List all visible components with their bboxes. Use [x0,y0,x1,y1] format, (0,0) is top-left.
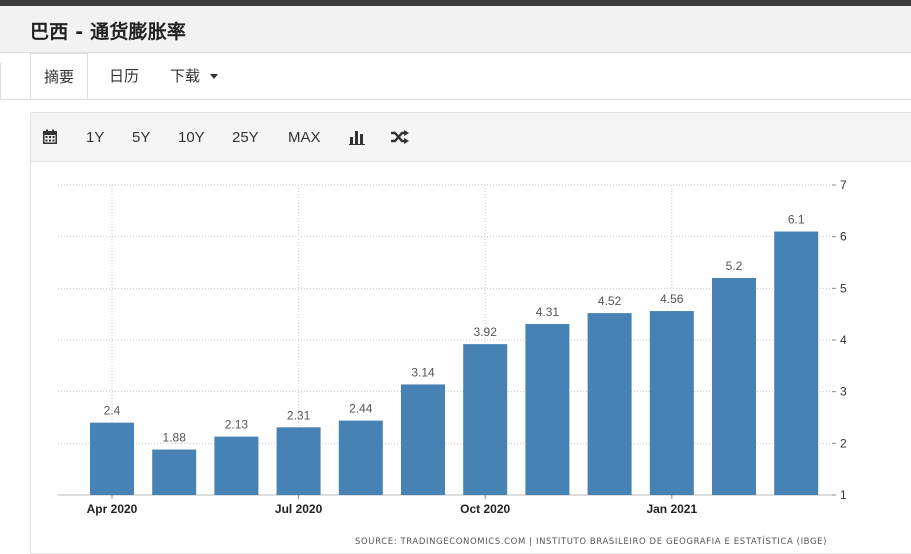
tab-bar-divider [0,63,1,99]
range-5y-button[interactable]: 5Y [132,129,151,146]
shuffle-icon[interactable] [391,130,409,149]
x-tick-label: Oct 2020 [460,502,510,516]
bar [712,278,756,495]
range-10y-button[interactable]: 10Y [178,129,205,146]
bar [463,344,508,495]
data-label: 1.88 [163,431,187,445]
top-dark-bar [0,0,911,6]
bar [276,427,321,495]
y-tick-label: 4 [840,333,847,347]
data-label: 2.44 [349,402,373,416]
x-tick-label: Jul 2020 [275,502,323,516]
y-tick-label: 3 [840,385,847,399]
bar [587,313,632,495]
bar [214,436,259,495]
range-1y-button[interactable]: 1Y [86,129,105,146]
bar [774,231,819,495]
x-tick-label: Apr 2020 [87,502,138,516]
data-label: 5.2 [726,259,743,273]
y-tick-label: 6 [840,230,847,244]
data-label: 3.14 [411,365,435,379]
data-label: 4.31 [536,305,560,319]
y-tick-label: 1 [840,488,847,502]
bar [90,422,134,495]
tab-summary-label: 摘要 [44,68,75,86]
tab-summary[interactable]: 摘要 [30,53,89,99]
bar-chart-icon[interactable] [349,130,365,150]
page-title: 巴西 - 通货膨胀率 [30,21,187,43]
tab-calendar-label: 日历 [109,67,140,85]
tab-download-label: 下载 [170,67,201,85]
tab-bar: 摘要 日历 下载 [0,53,911,100]
bar [649,311,694,495]
bar [401,384,445,495]
x-tick-label: Jan 2021 [646,502,697,516]
data-label: 2.31 [287,408,311,422]
bar [525,323,570,495]
title-bar: 巴西 - 通货膨胀率 [0,6,911,53]
data-label: 2.4 [104,404,121,418]
range-max-button[interactable]: MAX [288,129,321,146]
data-label: 4.52 [598,294,622,308]
range-25y-button[interactable]: 25Y [232,129,259,146]
data-label: 4.56 [660,292,684,306]
data-label: 3.92 [474,325,498,339]
caret-down-icon [209,74,218,79]
bar [152,449,197,495]
chart-source: SOURCE: TRADINGECONOMICS.COM | INSTITUTO… [355,537,828,547]
bar [338,420,383,495]
calendar-icon[interactable] [42,129,58,150]
data-label: 2.13 [225,418,249,432]
y-tick-label: 5 [840,281,847,295]
chart-toolbar: 1Y 5Y 10Y 25Y MAX [30,112,911,162]
y-tick-label: 2 [840,436,847,450]
tab-calendar[interactable]: 日历 [109,53,139,99]
data-label: 6.1 [788,213,805,227]
y-tick-label: 7 [840,178,847,192]
tab-download[interactable]: 下载 [170,53,218,99]
